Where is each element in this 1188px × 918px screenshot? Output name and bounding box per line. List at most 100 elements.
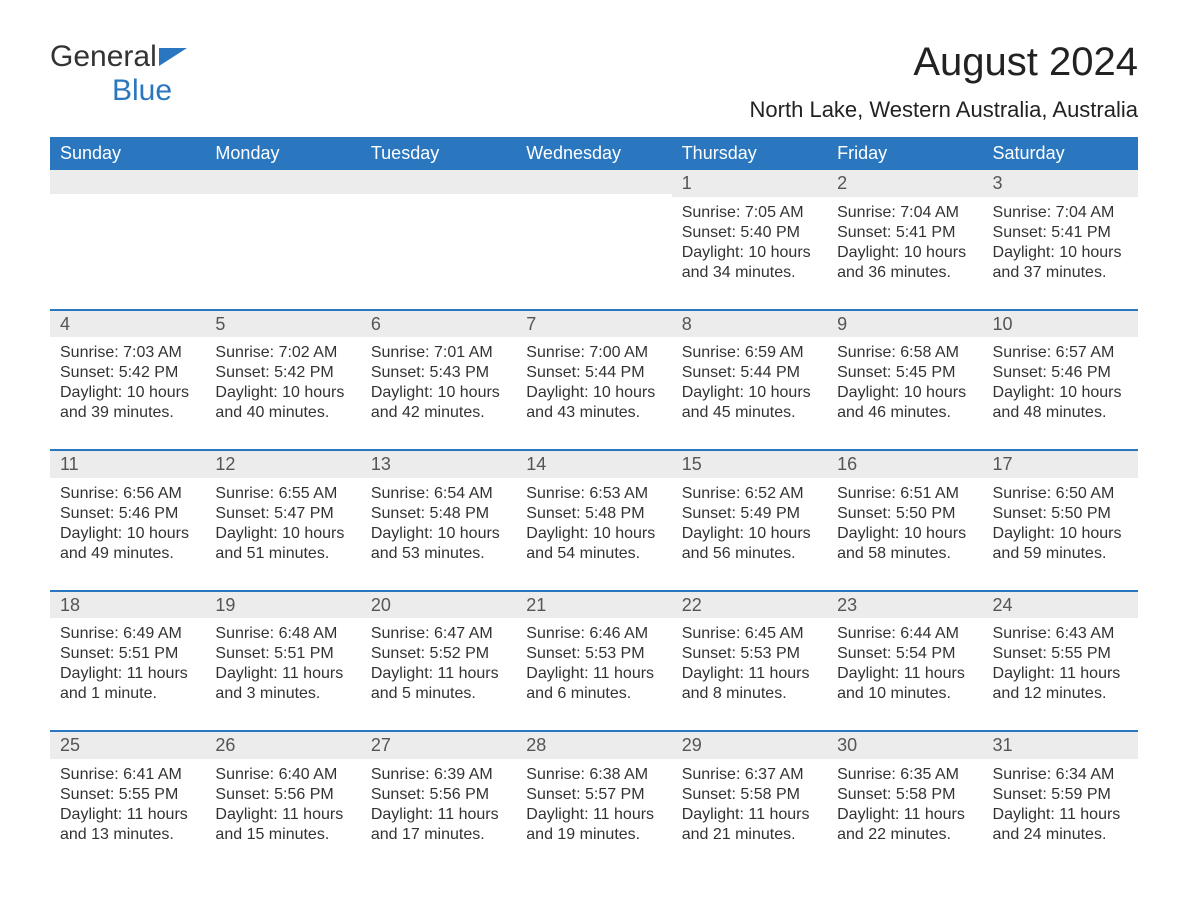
calendar-cell: 21Sunrise: 6:46 AMSunset: 5:53 PMDayligh… <box>516 591 671 732</box>
daylight-text: Daylight: 10 hours and 40 minutes. <box>215 383 350 423</box>
day-details: Sunrise: 6:58 AMSunset: 5:45 PMDaylight:… <box>827 337 982 449</box>
calendar-cell: 24Sunrise: 6:43 AMSunset: 5:55 PMDayligh… <box>983 591 1138 732</box>
sunrise-text: Sunrise: 6:37 AM <box>682 765 817 785</box>
calendar-cell: 14Sunrise: 6:53 AMSunset: 5:48 PMDayligh… <box>516 450 671 591</box>
sunrise-text: Sunrise: 6:45 AM <box>682 624 817 644</box>
calendar-cell: 11Sunrise: 6:56 AMSunset: 5:46 PMDayligh… <box>50 450 205 591</box>
day-number: 29 <box>672 732 827 759</box>
calendar-cell: 20Sunrise: 6:47 AMSunset: 5:52 PMDayligh… <box>361 591 516 732</box>
sunrise-text: Sunrise: 6:43 AM <box>993 624 1128 644</box>
sunset-text: Sunset: 5:41 PM <box>993 223 1128 243</box>
calendar-cell: 10Sunrise: 6:57 AMSunset: 5:46 PMDayligh… <box>983 310 1138 451</box>
day-number: 3 <box>983 170 1138 197</box>
sunrise-text: Sunrise: 7:02 AM <box>215 343 350 363</box>
sunset-text: Sunset: 5:51 PM <box>60 644 195 664</box>
day-header: Sunday <box>50 137 205 170</box>
calendar-cell <box>50 170 205 310</box>
day-header: Wednesday <box>516 137 671 170</box>
sunrise-text: Sunrise: 7:00 AM <box>526 343 661 363</box>
day-details: Sunrise: 6:41 AMSunset: 5:55 PMDaylight:… <box>50 759 205 871</box>
logo-word1: General <box>50 40 157 73</box>
daylight-text: Daylight: 11 hours and 12 minutes. <box>993 664 1128 704</box>
sunset-text: Sunset: 5:45 PM <box>837 363 972 383</box>
sunset-text: Sunset: 5:43 PM <box>371 363 506 383</box>
daylight-text: Daylight: 11 hours and 13 minutes. <box>60 805 195 845</box>
day-details: Sunrise: 6:52 AMSunset: 5:49 PMDaylight:… <box>672 478 827 590</box>
calendar-cell: 22Sunrise: 6:45 AMSunset: 5:53 PMDayligh… <box>672 591 827 732</box>
day-number: 26 <box>205 732 360 759</box>
day-details: Sunrise: 6:34 AMSunset: 5:59 PMDaylight:… <box>983 759 1138 871</box>
sunset-text: Sunset: 5:40 PM <box>682 223 817 243</box>
day-details: Sunrise: 6:37 AMSunset: 5:58 PMDaylight:… <box>672 759 827 871</box>
day-number: 19 <box>205 592 360 619</box>
day-number: 6 <box>361 311 516 338</box>
day-header: Monday <box>205 137 360 170</box>
sunset-text: Sunset: 5:44 PM <box>682 363 817 383</box>
calendar-week: 4Sunrise: 7:03 AMSunset: 5:42 PMDaylight… <box>50 310 1138 451</box>
sunset-text: Sunset: 5:42 PM <box>60 363 195 383</box>
daylight-text: Daylight: 11 hours and 22 minutes. <box>837 805 972 845</box>
calendar-cell: 7Sunrise: 7:00 AMSunset: 5:44 PMDaylight… <box>516 310 671 451</box>
daylight-text: Daylight: 10 hours and 58 minutes. <box>837 524 972 564</box>
sunrise-text: Sunrise: 6:50 AM <box>993 484 1128 504</box>
calendar-cell: 25Sunrise: 6:41 AMSunset: 5:55 PMDayligh… <box>50 731 205 871</box>
day-details: Sunrise: 6:48 AMSunset: 5:51 PMDaylight:… <box>205 618 360 730</box>
day-number: 18 <box>50 592 205 619</box>
day-number <box>361 170 516 194</box>
sunset-text: Sunset: 5:50 PM <box>837 504 972 524</box>
calendar-cell: 1Sunrise: 7:05 AMSunset: 5:40 PMDaylight… <box>672 170 827 310</box>
day-number: 31 <box>983 732 1138 759</box>
day-details: Sunrise: 6:54 AMSunset: 5:48 PMDaylight:… <box>361 478 516 590</box>
sunrise-text: Sunrise: 6:48 AM <box>215 624 350 644</box>
calendar-table: SundayMondayTuesdayWednesdayThursdayFrid… <box>50 137 1138 871</box>
calendar-cell: 4Sunrise: 7:03 AMSunset: 5:42 PMDaylight… <box>50 310 205 451</box>
daylight-text: Daylight: 11 hours and 8 minutes. <box>682 664 817 704</box>
daylight-text: Daylight: 10 hours and 56 minutes. <box>682 524 817 564</box>
day-details: Sunrise: 7:01 AMSunset: 5:43 PMDaylight:… <box>361 337 516 449</box>
sunrise-text: Sunrise: 6:52 AM <box>682 484 817 504</box>
sunrise-text: Sunrise: 6:40 AM <box>215 765 350 785</box>
day-details: Sunrise: 6:59 AMSunset: 5:44 PMDaylight:… <box>672 337 827 449</box>
sunset-text: Sunset: 5:46 PM <box>60 504 195 524</box>
sunrise-text: Sunrise: 6:41 AM <box>60 765 195 785</box>
day-details: Sunrise: 7:04 AMSunset: 5:41 PMDaylight:… <box>827 197 982 309</box>
sunrise-text: Sunrise: 6:59 AM <box>682 343 817 363</box>
day-number: 30 <box>827 732 982 759</box>
calendar-cell: 2Sunrise: 7:04 AMSunset: 5:41 PMDaylight… <box>827 170 982 310</box>
sunset-text: Sunset: 5:54 PM <box>837 644 972 664</box>
sunset-text: Sunset: 5:41 PM <box>837 223 972 243</box>
calendar-cell <box>361 170 516 310</box>
calendar-cell: 31Sunrise: 6:34 AMSunset: 5:59 PMDayligh… <box>983 731 1138 871</box>
day-number <box>50 170 205 194</box>
calendar-cell: 27Sunrise: 6:39 AMSunset: 5:56 PMDayligh… <box>361 731 516 871</box>
day-number: 28 <box>516 732 671 759</box>
day-details: Sunrise: 6:55 AMSunset: 5:47 PMDaylight:… <box>205 478 360 590</box>
day-details: Sunrise: 6:57 AMSunset: 5:46 PMDaylight:… <box>983 337 1138 449</box>
day-details: Sunrise: 6:40 AMSunset: 5:56 PMDaylight:… <box>205 759 360 871</box>
calendar-cell <box>516 170 671 310</box>
calendar-week: 1Sunrise: 7:05 AMSunset: 5:40 PMDaylight… <box>50 170 1138 310</box>
day-details: Sunrise: 6:43 AMSunset: 5:55 PMDaylight:… <box>983 618 1138 730</box>
sunset-text: Sunset: 5:49 PM <box>682 504 817 524</box>
sunrise-text: Sunrise: 6:55 AM <box>215 484 350 504</box>
daylight-text: Daylight: 11 hours and 3 minutes. <box>215 664 350 704</box>
calendar-cell: 6Sunrise: 7:01 AMSunset: 5:43 PMDaylight… <box>361 310 516 451</box>
calendar-cell: 13Sunrise: 6:54 AMSunset: 5:48 PMDayligh… <box>361 450 516 591</box>
day-details: Sunrise: 6:39 AMSunset: 5:56 PMDaylight:… <box>361 759 516 871</box>
daylight-text: Daylight: 11 hours and 19 minutes. <box>526 805 661 845</box>
sunrise-text: Sunrise: 6:49 AM <box>60 624 195 644</box>
day-number: 16 <box>827 451 982 478</box>
sunrise-text: Sunrise: 6:39 AM <box>371 765 506 785</box>
calendar-cell: 28Sunrise: 6:38 AMSunset: 5:57 PMDayligh… <box>516 731 671 871</box>
sunrise-text: Sunrise: 7:05 AM <box>682 203 817 223</box>
daylight-text: Daylight: 10 hours and 39 minutes. <box>60 383 195 423</box>
sunrise-text: Sunrise: 6:57 AM <box>993 343 1128 363</box>
day-number: 14 <box>516 451 671 478</box>
sunrise-text: Sunrise: 6:34 AM <box>993 765 1128 785</box>
calendar-cell: 29Sunrise: 6:37 AMSunset: 5:58 PMDayligh… <box>672 731 827 871</box>
day-details: Sunrise: 6:47 AMSunset: 5:52 PMDaylight:… <box>361 618 516 730</box>
sunset-text: Sunset: 5:55 PM <box>993 644 1128 664</box>
calendar-cell: 23Sunrise: 6:44 AMSunset: 5:54 PMDayligh… <box>827 591 982 732</box>
day-number: 7 <box>516 311 671 338</box>
day-number: 2 <box>827 170 982 197</box>
